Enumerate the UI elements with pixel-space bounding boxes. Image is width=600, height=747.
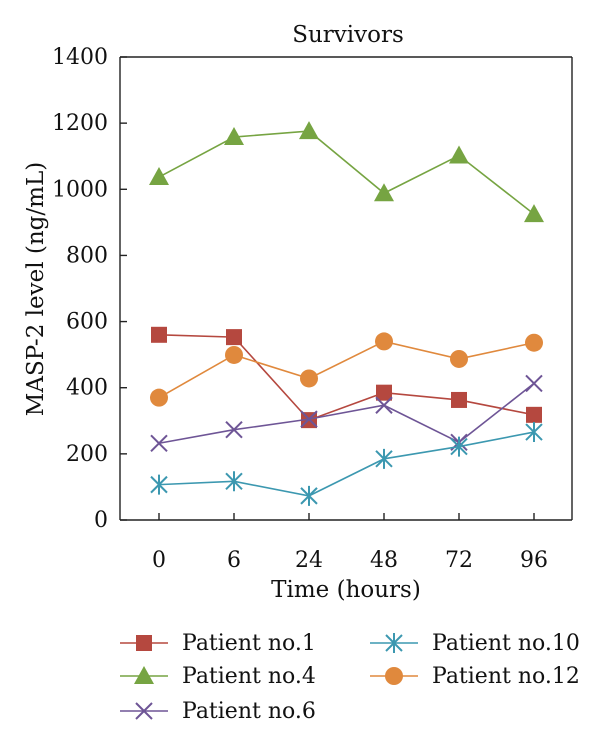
data-point (226, 329, 242, 346)
series-line (158, 382, 535, 445)
data-point (449, 145, 469, 164)
data-point (525, 374, 543, 393)
legend-label: Patient no.10 (432, 631, 580, 656)
legend-marker (135, 702, 153, 720)
x-axis-label: Time (hours) (271, 577, 421, 603)
data-point (224, 127, 244, 146)
data-point (225, 421, 243, 439)
data-point (225, 471, 243, 492)
data-point (451, 391, 467, 408)
series-line (158, 130, 535, 215)
y-tick-label: 1000 (52, 177, 108, 202)
legend-marker (385, 667, 403, 685)
legend: Patient no.1 Patient no.4 Patient no.6 Pati… (120, 631, 580, 724)
x-tick-label: 24 (295, 548, 323, 573)
y-axis-ticks: 0 200 400 600 800 1000 1200 1400 (52, 45, 127, 533)
series-line (158, 340, 535, 399)
series-line (158, 334, 535, 422)
series-3 (150, 422, 543, 506)
data-point (300, 369, 318, 388)
legend-item: Patient no.12 (370, 664, 580, 689)
series-line (158, 431, 535, 497)
data-point (524, 204, 544, 223)
series-4 (150, 332, 543, 407)
data-point (150, 388, 168, 407)
chart-title: Survivors (292, 22, 404, 48)
x-tick-label: 96 (520, 548, 548, 573)
data-point (375, 448, 393, 469)
legend-label: Patient no.4 (182, 664, 316, 689)
data-point (450, 436, 468, 457)
y-tick-label: 1400 (52, 45, 108, 70)
legend-item: Patient no.4 (120, 664, 316, 689)
x-tick-label: 72 (445, 548, 473, 573)
data-point (150, 474, 168, 495)
y-tick-label: 600 (66, 310, 108, 335)
data-point (149, 167, 169, 186)
series-layer (149, 121, 544, 506)
data-point (151, 326, 167, 343)
data-point (300, 410, 318, 428)
legend-marker (134, 666, 154, 684)
data-point (526, 406, 542, 423)
data-point (375, 396, 393, 414)
data-point (374, 183, 394, 202)
legend-label: Patient no.6 (182, 699, 316, 724)
data-point (450, 349, 468, 368)
legend-marker (136, 635, 152, 651)
x-tick-label: 6 (227, 548, 241, 573)
data-point (525, 333, 543, 352)
y-tick-label: 200 (66, 442, 108, 467)
series-2 (150, 374, 543, 452)
data-point (150, 434, 168, 452)
legend-item: Patient no.1 (120, 631, 316, 656)
y-tick-label: 1200 (52, 111, 108, 136)
y-tick-label: 800 (66, 243, 108, 268)
y-tick-label: 400 (66, 376, 108, 401)
data-point (225, 345, 243, 364)
x-tick-label: 48 (370, 548, 398, 573)
legend-marker (385, 633, 403, 653)
data-point (375, 332, 393, 351)
series-1 (149, 121, 544, 223)
x-axis-ticks: 0 6 24 48 72 96 (152, 513, 548, 573)
y-tick-label: 0 (94, 508, 108, 533)
legend-item: Patient no.6 (120, 699, 316, 724)
data-point (376, 384, 392, 401)
x-tick-label: 0 (152, 548, 166, 573)
data-point (525, 422, 543, 443)
y-axis-label: MASP-2 level (ng/mL) (23, 162, 49, 416)
legend-label: Patient no.12 (432, 664, 580, 689)
legend-label: Patient no.1 (182, 631, 316, 656)
data-point (299, 121, 319, 140)
legend-item: Patient no.10 (370, 631, 580, 656)
data-point (300, 485, 318, 506)
